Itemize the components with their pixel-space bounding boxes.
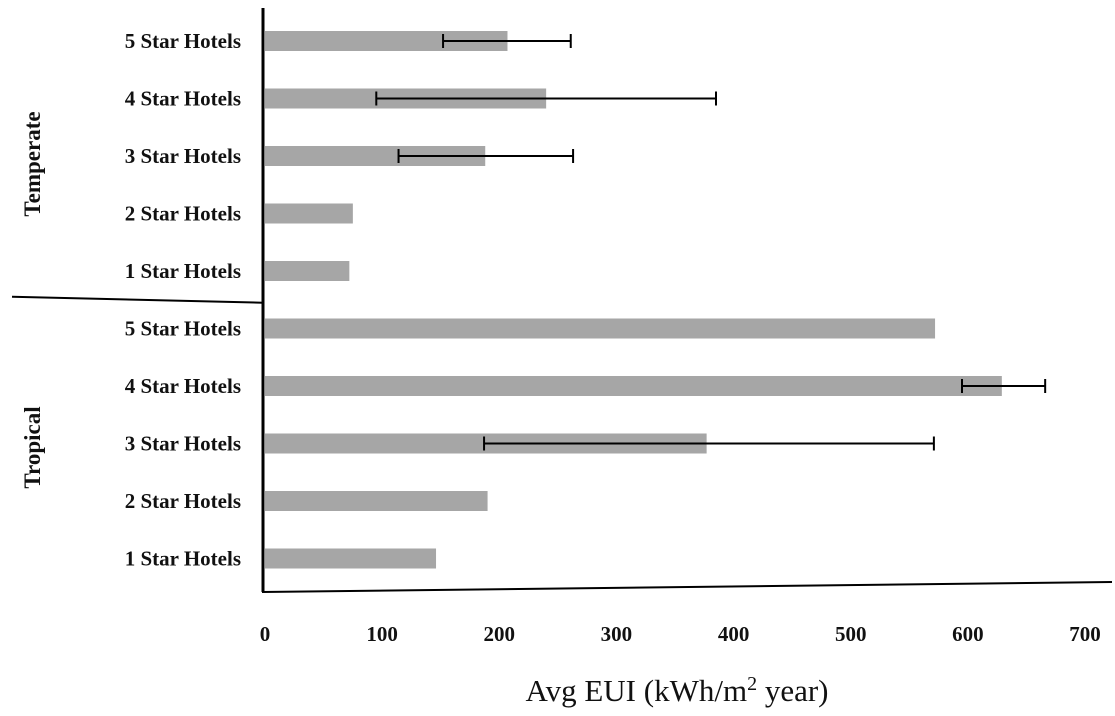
category-label: 4 Star Hotels — [125, 87, 241, 111]
category-label: 1 Star Hotels — [125, 259, 241, 283]
x-tick-label: 700 — [1069, 622, 1101, 646]
category-label: 1 Star Hotels — [125, 547, 241, 571]
bar-temperate-4 — [265, 203, 353, 224]
group-label-temperate: Temperate — [20, 111, 45, 216]
category-label: 2 Star Hotels — [125, 489, 241, 513]
bar-temperate-1 — [265, 31, 508, 51]
x-axis-title: Avg EUI (kWh/m2 year) — [526, 673, 829, 708]
category-label: 3 Star Hotels — [125, 144, 241, 168]
category-label: 4 Star Hotels — [125, 374, 241, 398]
category-label: 3 Star Hotels — [125, 432, 241, 456]
bar-tropical-1 — [265, 318, 936, 339]
x-tick-label: 300 — [601, 622, 633, 646]
group-label-tropical: Tropical — [20, 406, 45, 488]
x-axis-title-suffix: year) — [757, 673, 828, 708]
x-tick-label: 500 — [835, 622, 867, 646]
category-label: 2 Star Hotels — [125, 202, 241, 226]
bar-temperate-5 — [265, 261, 350, 281]
x-tick-labels-layer: 0 100 200 300 400 500 600 700 — [260, 622, 1101, 646]
error-bars-layer — [375, 34, 1047, 451]
bar-tropical-2 — [265, 376, 1002, 396]
category-labels-layer: 5 Star Hotels 4 Star Hotels 3 Star Hotels 2… — [125, 29, 241, 571]
category-label: 5 Star Hotels — [125, 317, 241, 341]
x-axis-title-prefix: Avg EUI (kWh/m — [526, 673, 748, 708]
category-label: 5 Star Hotels — [125, 29, 241, 53]
bars-layer — [265, 31, 1002, 569]
bar-tropical-5 — [265, 548, 437, 569]
x-tick-label: 100 — [366, 622, 398, 646]
x-axis-title-superscript: 2 — [747, 673, 757, 695]
x-axis-line — [261, 581, 1113, 593]
bar-tropical-4 — [265, 491, 488, 511]
x-tick-label: 0 — [260, 622, 271, 646]
bar-temperate-3 — [265, 146, 486, 166]
group-labels-layer: Temperate Tropical — [20, 111, 45, 488]
x-tick-label: 600 — [952, 622, 984, 646]
climate-group-divider — [11, 295, 264, 304]
axes-layer — [11, 8, 1113, 593]
x-tick-label: 200 — [484, 622, 516, 646]
x-tick-label: 400 — [718, 622, 750, 646]
